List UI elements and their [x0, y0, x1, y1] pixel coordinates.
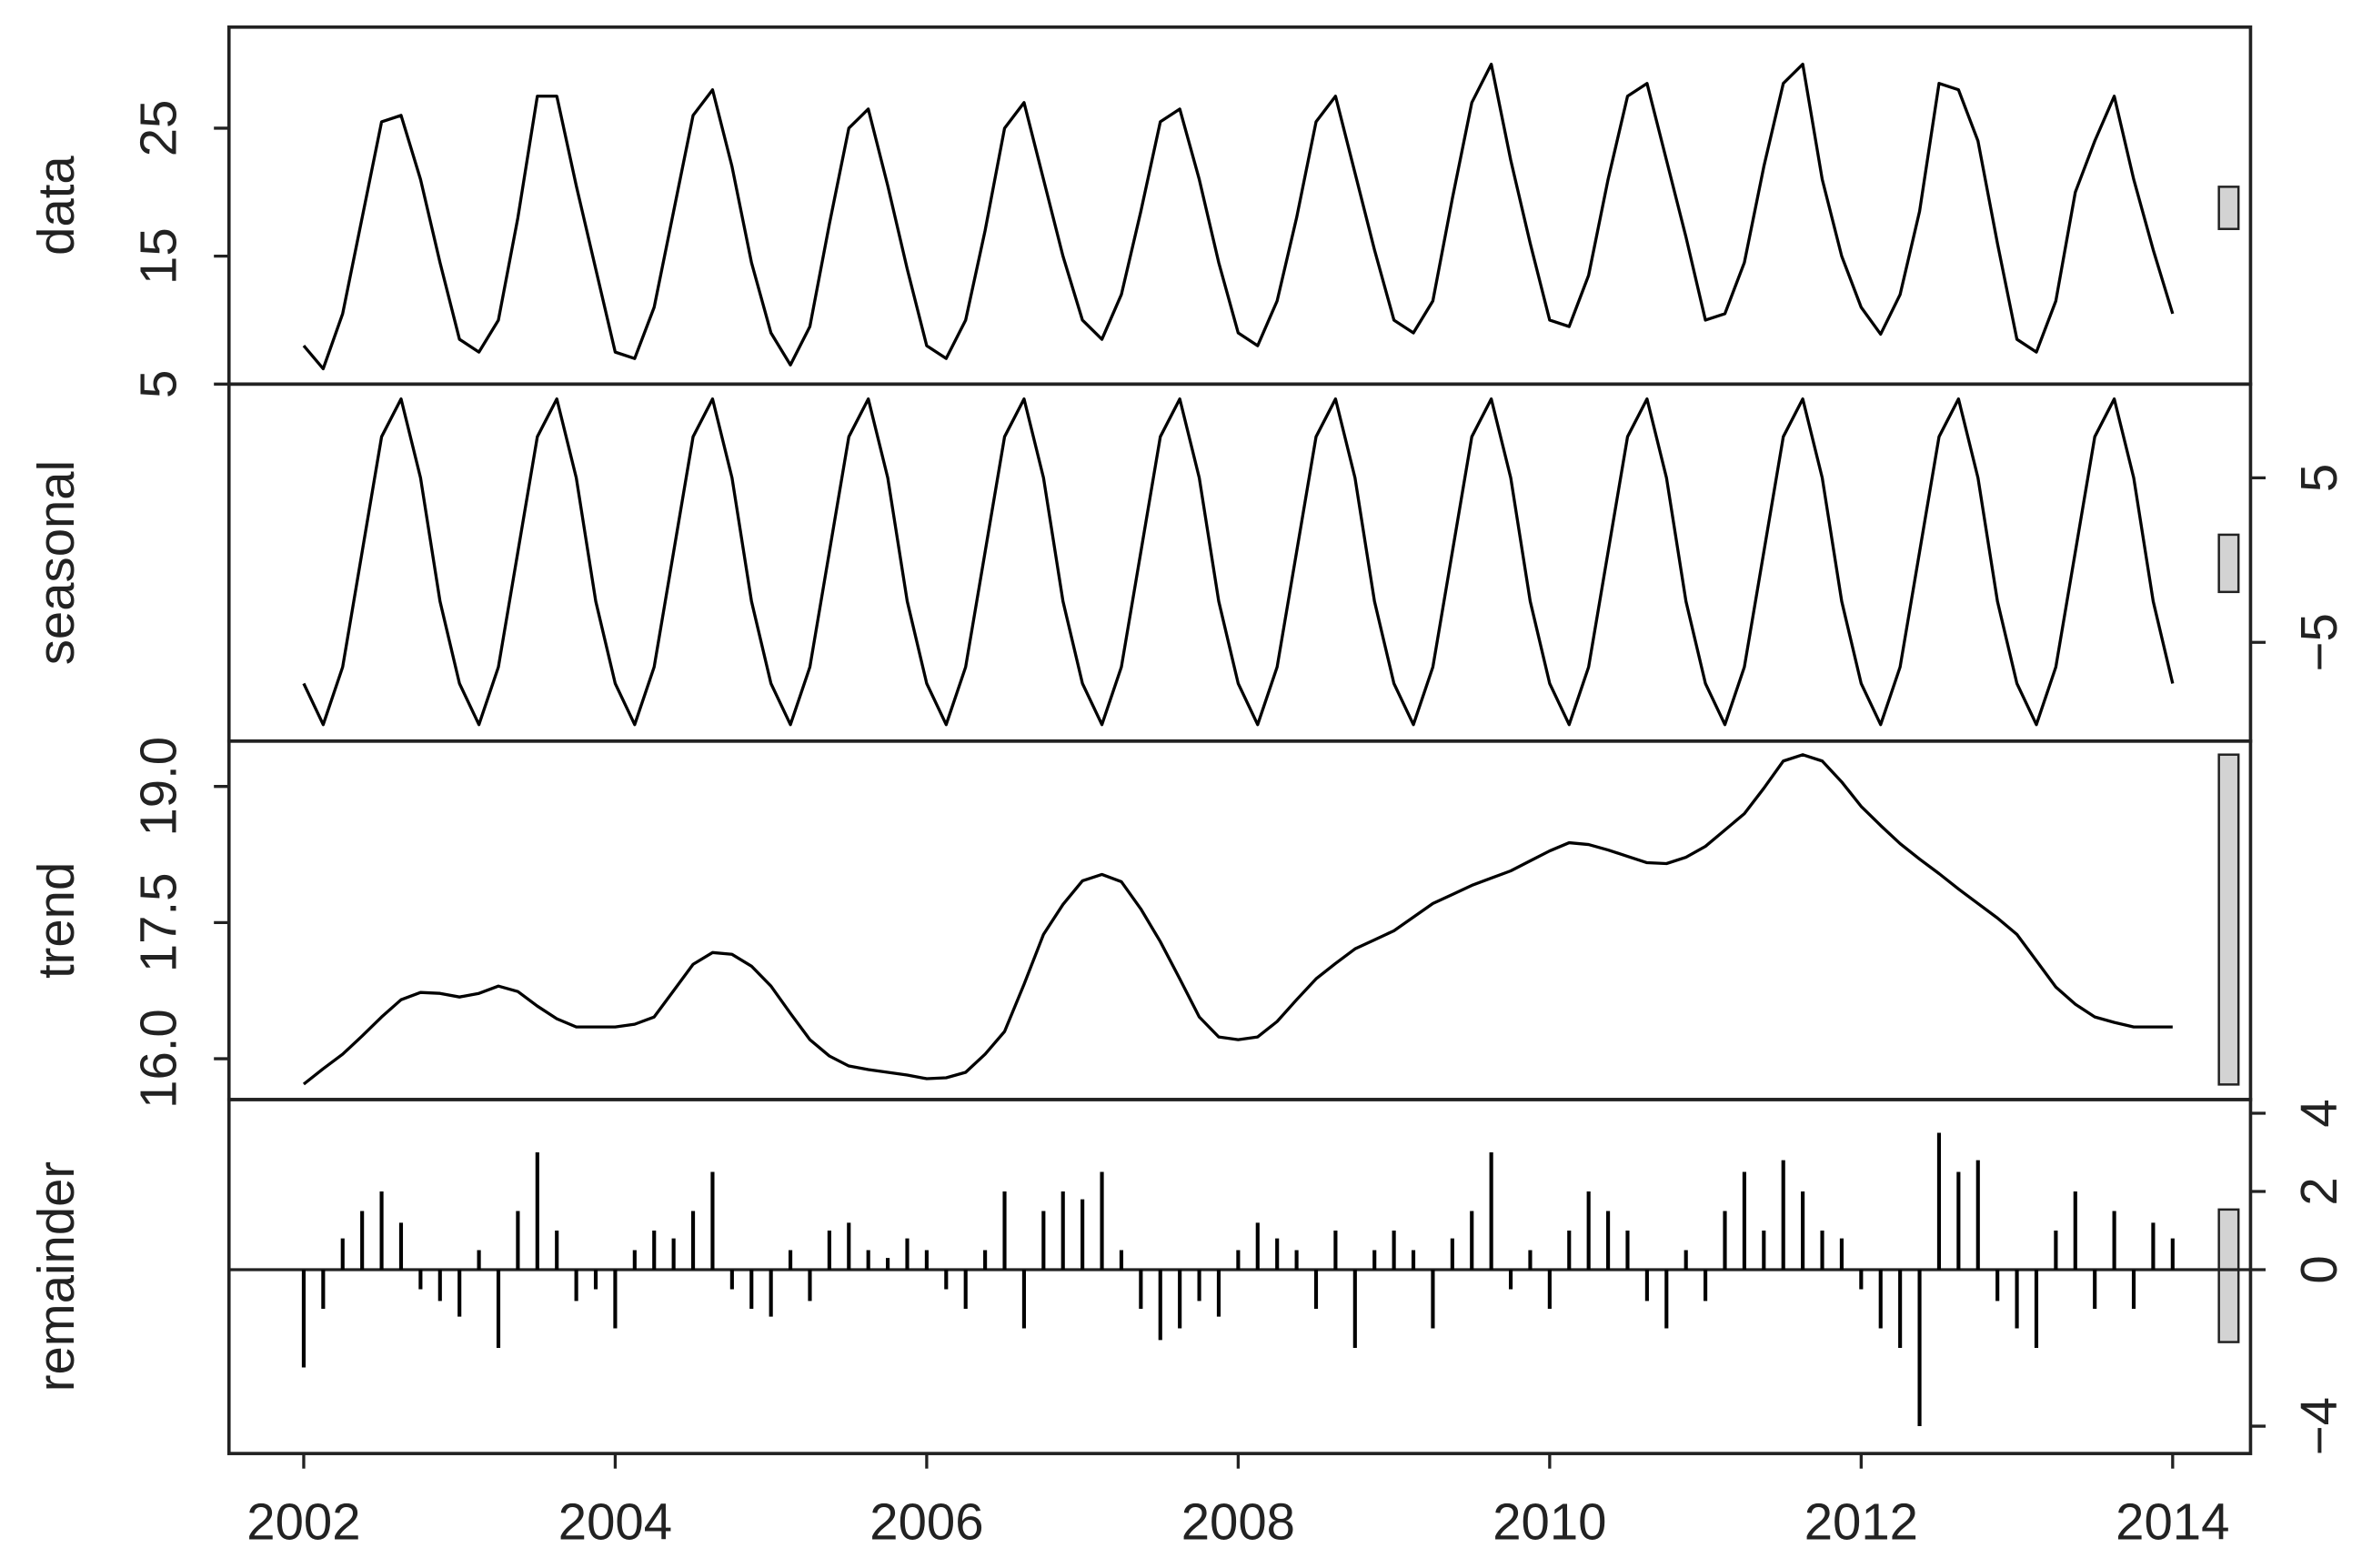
panel-frame — [226, 739, 2253, 1101]
x-tick-label: 2002 — [246, 1493, 360, 1551]
y-tick-label: 5 — [130, 370, 187, 398]
x-tick-label: 2008 — [1181, 1493, 1295, 1551]
y-tick-label: 2 — [2290, 1177, 2347, 1205]
panel-label: trend — [27, 862, 85, 979]
y-tick-label: 0 — [2290, 1255, 2347, 1283]
y-tick-label: 5 — [2290, 464, 2347, 492]
panel-label: seasonal — [27, 460, 85, 665]
data-line — [302, 62, 2175, 371]
scale-bar — [2217, 1208, 2240, 1343]
scale-bar — [2217, 533, 2240, 594]
y-tick-label: 16.0 — [130, 1009, 187, 1109]
x-tick-label: 2012 — [1804, 1493, 1918, 1551]
x-tick-label: 2014 — [2116, 1493, 2229, 1551]
y-tick-label: 15 — [130, 227, 187, 285]
scale-bar — [2217, 753, 2240, 1086]
y-tick-label: 4 — [2290, 1099, 2347, 1127]
y-tick-label: 17.5 — [130, 873, 187, 973]
y-tick-label: −5 — [2290, 613, 2347, 671]
panel-label: remainder — [27, 1161, 85, 1392]
panel-frame — [226, 1098, 2253, 1455]
x-tick-label: 2010 — [1493, 1493, 1606, 1551]
panel-label: data — [27, 156, 85, 256]
x-tick-label: 2006 — [869, 1493, 983, 1551]
y-tick-label: 19.0 — [130, 737, 187, 837]
trend-line — [302, 753, 2173, 1086]
panel-frame — [226, 25, 2253, 387]
y-tick-label: −4 — [2290, 1397, 2347, 1455]
y-tick-label: 25 — [130, 100, 187, 157]
seasonal-line — [302, 397, 2175, 727]
x-tick-label: 2004 — [558, 1493, 672, 1551]
scale-bar — [2217, 186, 2240, 230]
